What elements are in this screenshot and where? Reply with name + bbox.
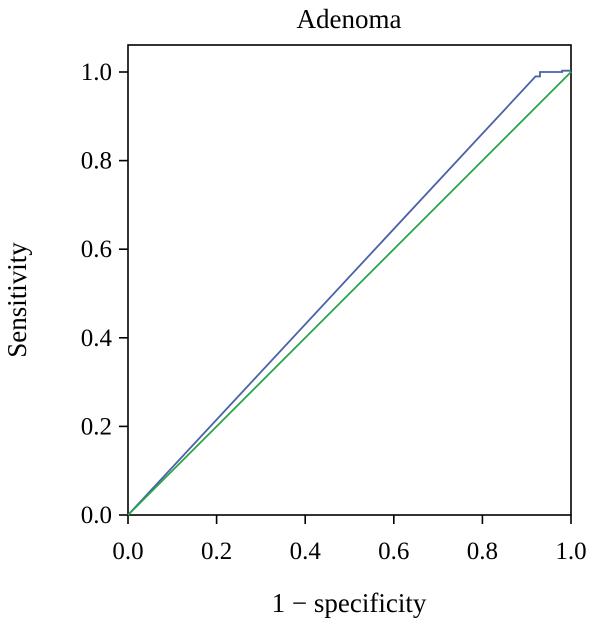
x-axis-label: 1 − specificity (272, 588, 427, 618)
y-tick-label-2: 0.4 (81, 325, 113, 352)
x-tick-label-2: 0.4 (290, 538, 322, 565)
y-tick-label-3: 0.6 (81, 236, 112, 263)
y-axis-label: Sensitivity (2, 242, 32, 358)
y-tick-label-1: 0.2 (81, 413, 112, 440)
x-tick-label-0: 0.0 (112, 538, 143, 565)
y-axis: 0.0 0.2 0.4 0.6 0.8 1.0 (81, 59, 128, 529)
x-tick-label-3: 0.6 (378, 538, 409, 565)
series-layer (127, 69, 572, 516)
y-tick-label-4: 0.8 (81, 148, 112, 175)
x-axis: 0.0 0.2 0.4 0.6 0.8 1.0 (112, 515, 587, 565)
y-tick-label-5: 1.0 (81, 59, 112, 86)
x-tick-label-4: 0.8 (467, 538, 498, 565)
plot-frame (127, 44, 572, 516)
x-tick-label-1: 0.2 (201, 538, 232, 565)
chart-title: Adenoma (297, 4, 402, 34)
y-tick-label-0: 0.0 (81, 502, 112, 529)
series-line-0 (127, 69, 571, 516)
x-tick-label-5: 1.0 (555, 538, 586, 565)
series-line-1 (127, 71, 572, 516)
